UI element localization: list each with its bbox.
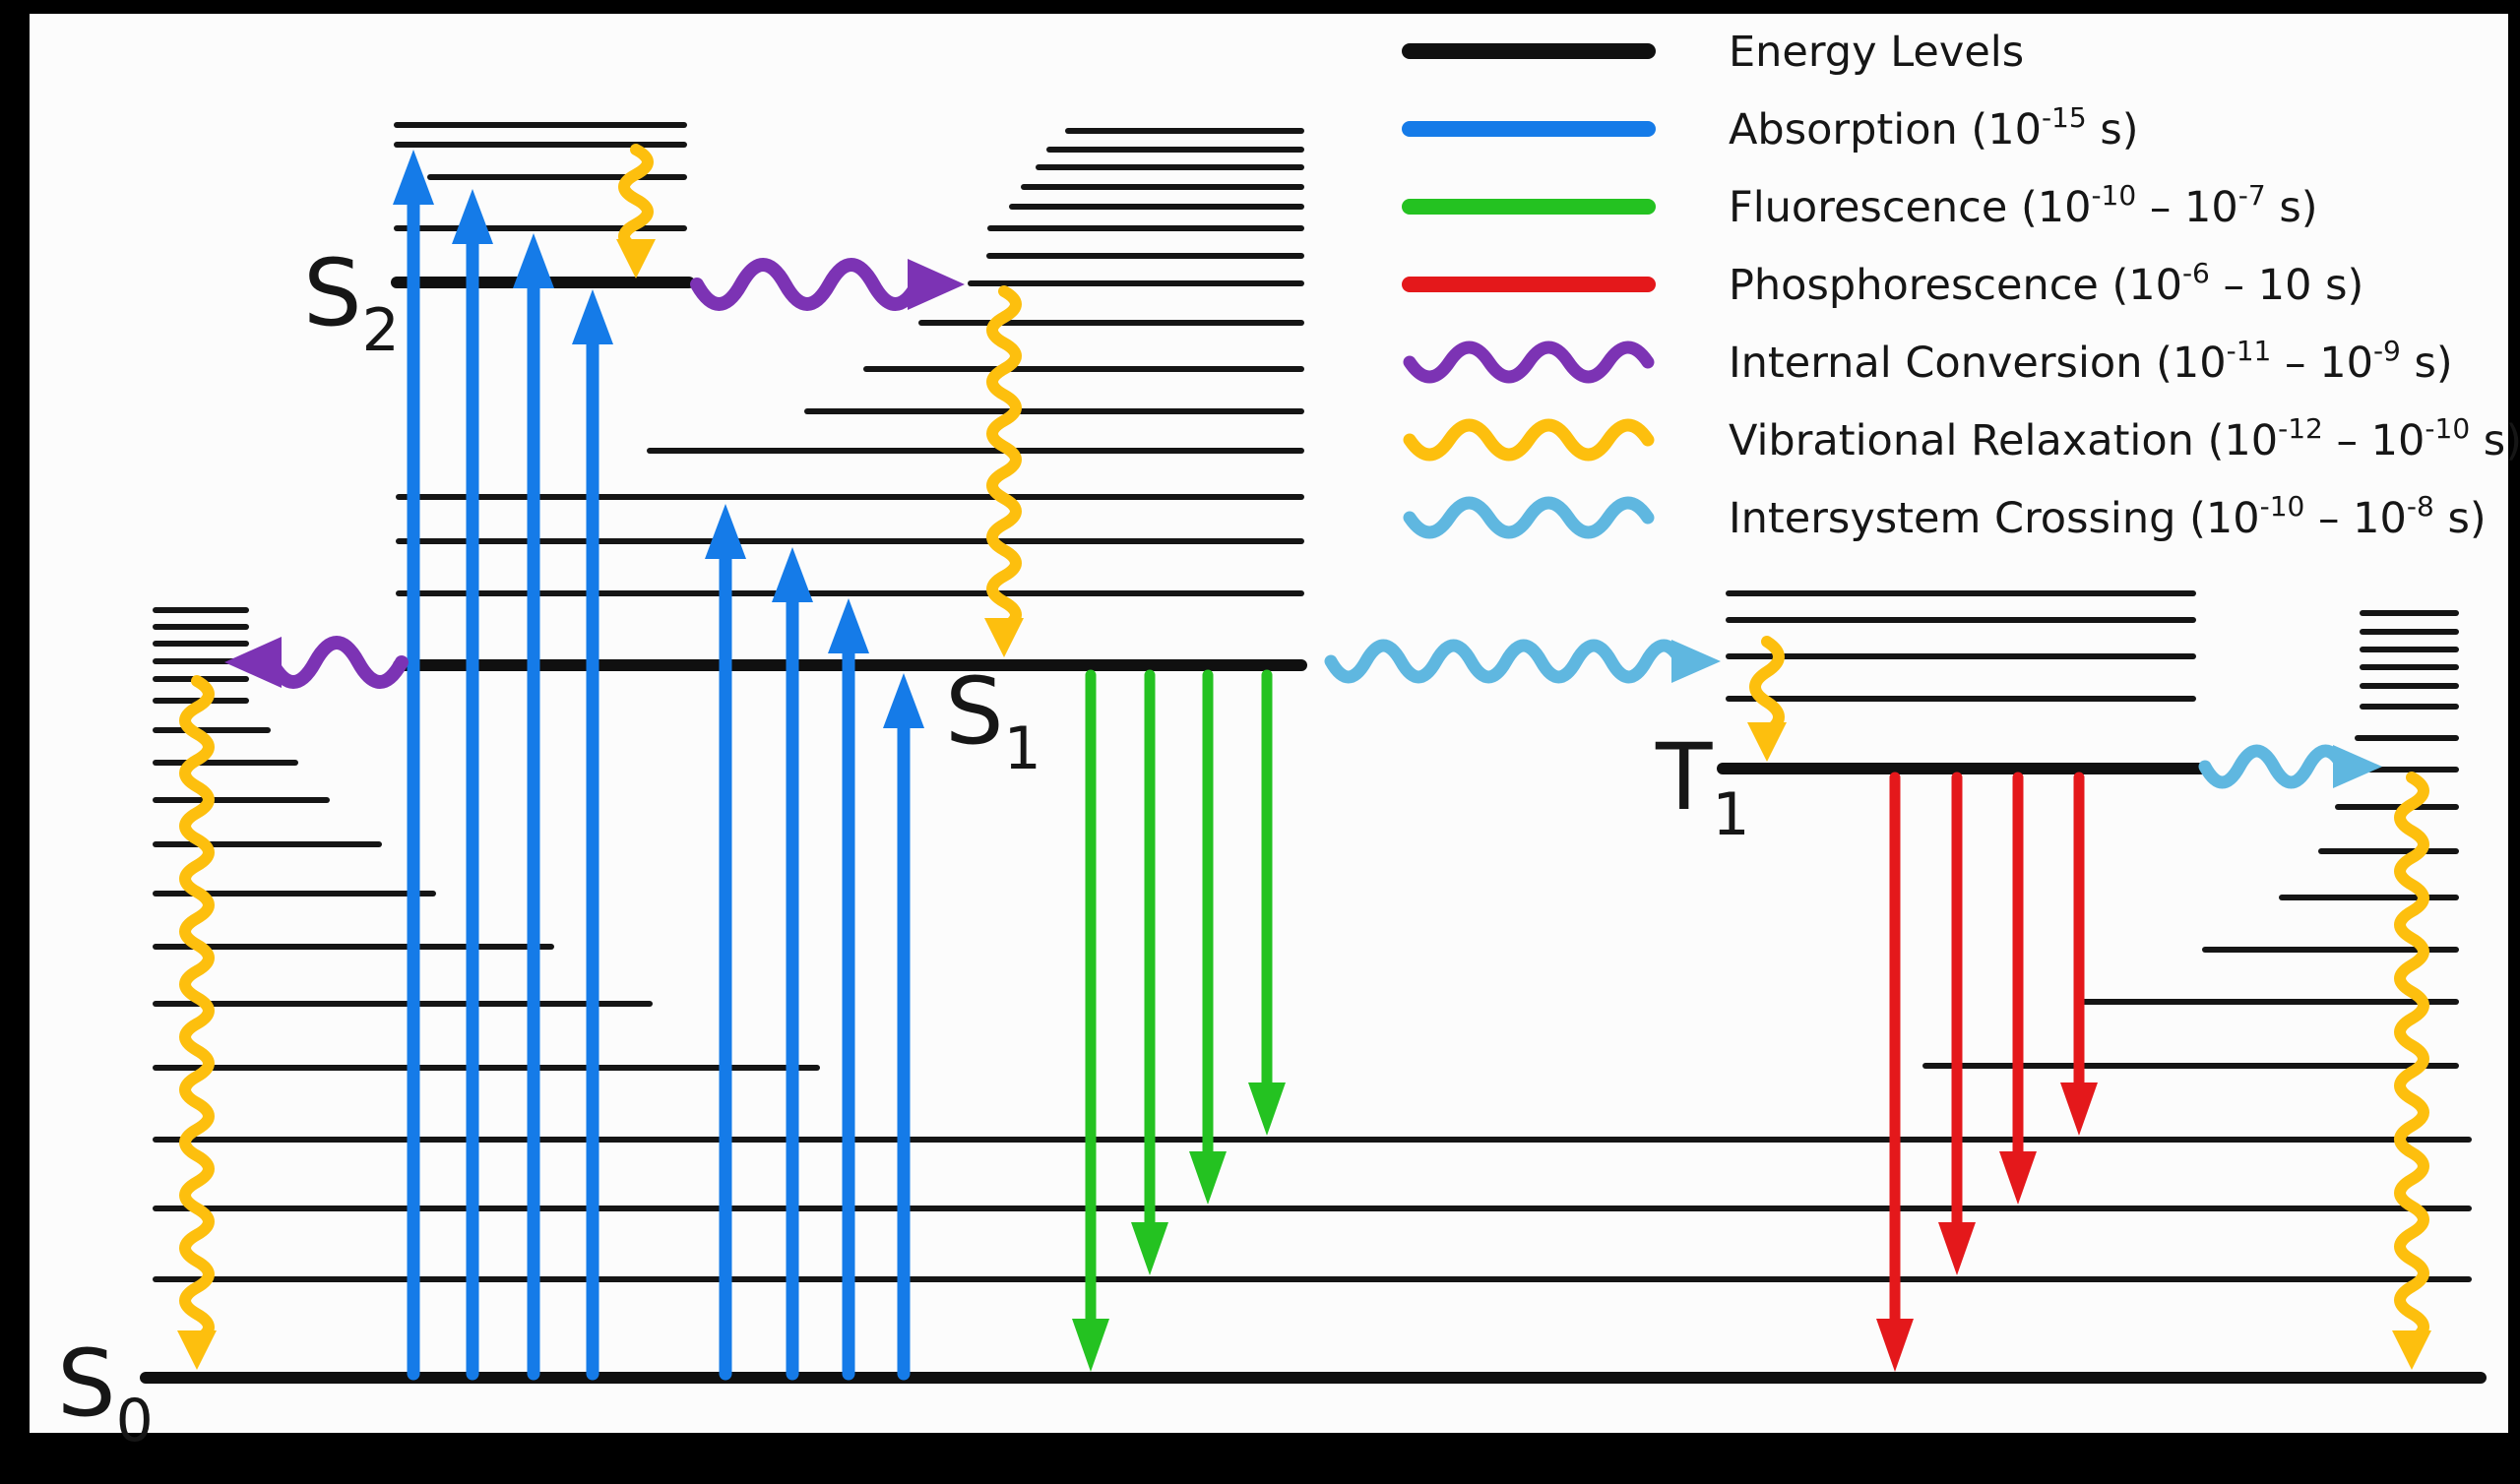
vibrational-relaxation-arrow-shaft [986,285,1022,634]
absorption-arrow-head [772,547,813,602]
internal-conversion-arrow-shaft [265,636,409,689]
absorption-arrow-head [513,233,554,288]
legend-swatch-vibrational-relaxation [1403,418,1655,462]
fluorescence-arrow-head [1248,1082,1286,1136]
intersystem-crossing-arrow-shaft [1324,639,1688,684]
vibrational-relaxation-arrow-shaft [1749,636,1785,738]
legend-label-fluorescence: Fluorescence (10-10 – 10-7 s) [1729,179,2318,232]
absorption-arrow-head [572,289,613,344]
vibrational-relaxation-arrow-head [1747,722,1787,762]
phosphorescence-arrow-head [1938,1222,1976,1275]
vibrational-relaxation-arrow-shaft [618,144,654,255]
absorption-arrow-head [828,598,869,653]
legend-label-internal-conversion: Internal Conversion (10-11 – 10-9 s) [1729,335,2453,388]
legend-label-phosphorescence: Phosphorescence (10-6 – 10 s) [1729,257,2363,310]
vibrational-relaxation-arrow-head [616,239,656,278]
intersystem-crossing-arrow-head [1671,640,1721,683]
vibrational-relaxation-arrow-head [984,618,1024,657]
frame-border-bottom [0,1433,2520,1484]
vibrational-relaxation-arrow-head [2392,1330,2431,1370]
label-s2: S2 [303,240,400,365]
legend-label-vibrational-relaxation: Vibrational Relaxation (10-12 – 10-10 s) [1729,412,2520,465]
vibrational-relaxation-arrow-shaft [179,675,215,1346]
legend-label-absorption: Absorption (10-15 s) [1729,101,2139,155]
internal-conversion-arrow-head [908,259,965,310]
label-s1: S1 [945,658,1041,783]
fluorescence-arrow-head [1189,1151,1227,1205]
frame-border-top [0,0,2520,14]
absorption-arrow-head [452,189,493,244]
internal-conversion-arrow-head [224,637,282,688]
frame-border-right [2508,0,2520,1484]
internal-conversion-arrow-shaft [690,258,924,311]
absorption-arrow-head [883,673,924,728]
legend-swatch-intersystem-crossing [1403,496,1655,539]
legend-label-intersystem-crossing: Intersystem Crossing (10-10 – 10-8 s) [1729,490,2487,543]
legend-label-energy-levels: Energy Levels [1729,28,2024,77]
phosphorescence-arrow-head [2060,1082,2098,1136]
fluorescence-arrow-head [1072,1319,1109,1372]
phosphorescence-arrow-head [1876,1319,1914,1372]
absorption-arrow-head [705,504,746,559]
frame-border-left [0,0,30,1484]
fluorescence-arrow-head [1131,1222,1168,1275]
absorption-arrow-head [393,150,434,205]
label-t1: T1 [1655,724,1750,849]
intersystem-crossing-arrow-shaft [2198,744,2350,789]
label-s0: S0 [57,1330,154,1455]
phosphorescence-arrow-head [1999,1151,2037,1205]
intersystem-crossing-arrow-head [2333,745,2382,788]
vibrational-relaxation-arrow-shaft [2394,772,2429,1346]
vibrational-relaxation-arrow-head [177,1330,217,1370]
legend-swatch-internal-conversion [1403,340,1655,384]
